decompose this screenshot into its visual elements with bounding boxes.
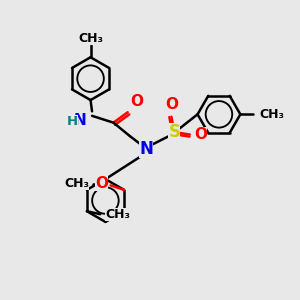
Text: CH₃: CH₃ [105, 208, 130, 221]
Text: CH₃: CH₃ [260, 108, 285, 121]
Text: O: O [165, 97, 178, 112]
Text: S: S [168, 123, 180, 141]
Text: H: H [67, 115, 78, 128]
Text: O: O [194, 127, 207, 142]
Text: N: N [139, 140, 153, 158]
Text: O: O [95, 176, 108, 191]
Text: CH₃: CH₃ [78, 32, 103, 45]
Text: CH₃: CH₃ [64, 177, 89, 190]
Text: O: O [130, 94, 143, 109]
Text: N: N [74, 113, 87, 128]
